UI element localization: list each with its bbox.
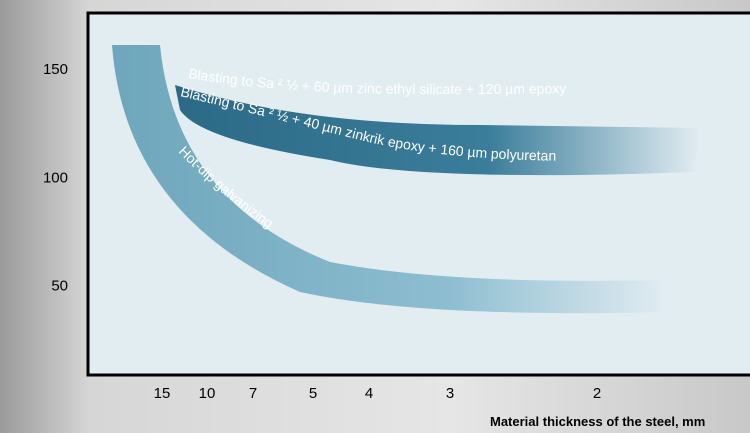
hot-dip-band — [112, 45, 665, 314]
x-axis-label: Material thickness of the steel, mm — [490, 414, 705, 429]
x-tick-label: 5 — [309, 385, 317, 402]
x-tick-label: 10 — [199, 385, 216, 402]
y-tick-label: 150 — [43, 61, 68, 78]
y-tick-label: 50 — [51, 277, 68, 294]
epoxy-band — [160, 40, 720, 114]
x-tick-label: 2 — [593, 385, 601, 402]
x-tick-label: 7 — [249, 385, 257, 402]
polyuretan-band — [175, 85, 700, 176]
x-tick-label: 15 — [154, 385, 171, 402]
x-tick-label: 3 — [446, 385, 454, 402]
y-tick-label: 100 — [43, 169, 68, 186]
x-tick-label: 4 — [365, 385, 373, 402]
